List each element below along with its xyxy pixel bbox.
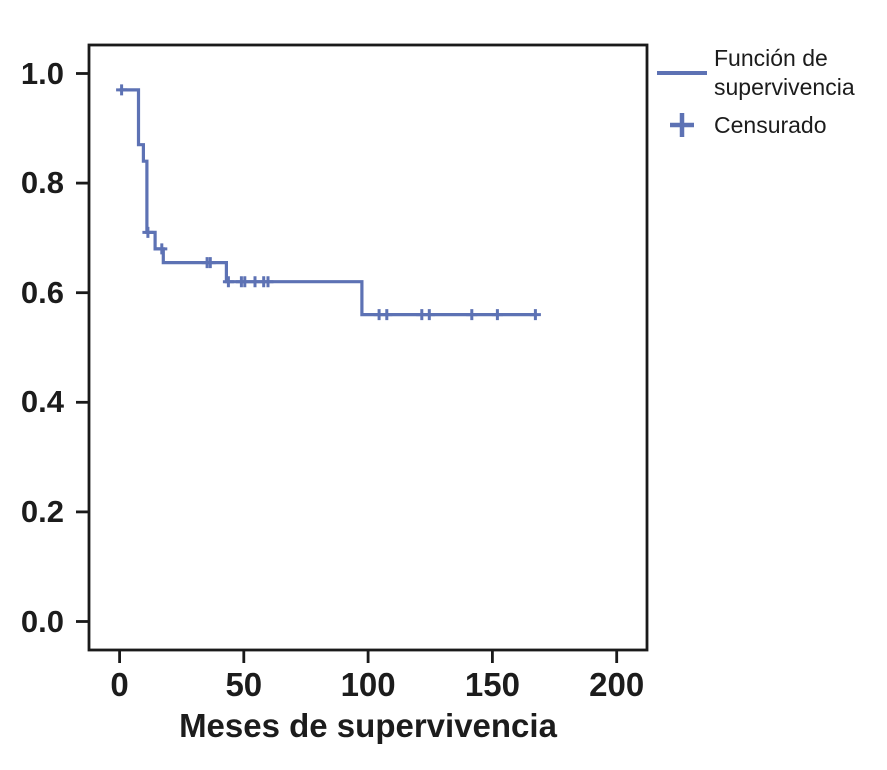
censored-marks [116, 84, 541, 321]
y-tick-label: 0.0 [20, 603, 64, 639]
x-axis-title: Meses de supervivencia [179, 707, 557, 744]
x-tick-label: 150 [464, 666, 520, 703]
y-tick-label: 1.0 [20, 55, 64, 91]
legend-swatch-col [650, 110, 714, 140]
x-tick-label: 100 [340, 666, 396, 703]
legend-label-censored: Censurado [714, 111, 827, 138]
y-tick-label: 0.2 [20, 493, 64, 529]
legend-swatch-col [650, 71, 714, 75]
x-tick-label: 0 [110, 666, 129, 703]
y-tick-label: 0.4 [20, 384, 64, 420]
y-tick-label: 0.6 [20, 274, 64, 310]
legend-item-survival-function: Función de supervivencia [650, 44, 887, 102]
y-tick-label: 0.8 [20, 165, 64, 201]
x-tick-label: 200 [589, 666, 645, 703]
legend: Función de supervivencia Censurado [650, 44, 887, 140]
line-swatch-icon [657, 71, 707, 75]
legend-item-censored: Censurado [650, 110, 887, 140]
plus-swatch-icon [670, 113, 694, 137]
survival-curve [119, 88, 538, 317]
legend-label-survival-function: Función de supervivencia [714, 45, 855, 100]
x-tick-label: 50 [225, 666, 263, 703]
plot-frame [87, 43, 649, 652]
